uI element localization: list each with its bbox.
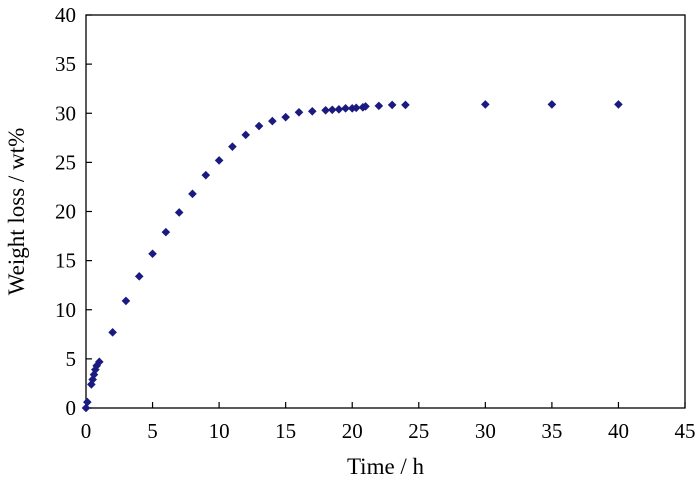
data-point bbox=[374, 101, 384, 111]
data-point bbox=[87, 380, 96, 389]
data-point bbox=[294, 107, 304, 117]
x-tick-label: 40 bbox=[608, 419, 629, 443]
data-point bbox=[88, 375, 97, 384]
plot-frame bbox=[85, 14, 686, 409]
x-tick-label: 45 bbox=[675, 419, 696, 443]
y-tick-label: 25 bbox=[55, 150, 76, 174]
data-point bbox=[201, 170, 211, 180]
data-point bbox=[481, 100, 490, 109]
data-point bbox=[341, 104, 350, 113]
data-point bbox=[134, 272, 144, 281]
data-point bbox=[108, 328, 117, 337]
data-point bbox=[361, 102, 370, 111]
data-point bbox=[307, 106, 317, 116]
data-point bbox=[83, 397, 92, 407]
y-tick-label: 35 bbox=[55, 52, 76, 76]
x-tick-label: 5 bbox=[147, 419, 158, 443]
data-point bbox=[321, 106, 330, 115]
data-point bbox=[334, 105, 344, 114]
data-point bbox=[148, 249, 157, 259]
data-point bbox=[401, 100, 410, 110]
x-tick-label: 25 bbox=[408, 419, 429, 443]
data-point bbox=[351, 103, 361, 113]
y-tick-label: 10 bbox=[55, 298, 76, 322]
y-tick-label: 15 bbox=[55, 249, 76, 273]
data-point bbox=[121, 296, 131, 306]
x-tick-label: 0 bbox=[81, 419, 92, 443]
data-point bbox=[228, 142, 237, 151]
x-axis-label: Time / h bbox=[347, 454, 425, 479]
data-point bbox=[241, 130, 251, 140]
data-point bbox=[81, 403, 91, 413]
data-point bbox=[214, 156, 224, 165]
y-tick-label: 5 bbox=[66, 347, 77, 371]
data-point bbox=[327, 105, 337, 115]
y-tick-label: 0 bbox=[66, 396, 77, 420]
data-point bbox=[387, 100, 397, 110]
data-point bbox=[268, 116, 277, 126]
x-tick-label: 10 bbox=[209, 419, 230, 443]
x-tick-label: 30 bbox=[475, 419, 496, 443]
data-point bbox=[95, 357, 104, 367]
data-points bbox=[81, 100, 623, 413]
y-axis-label: Weight loss / wt% bbox=[4, 128, 29, 295]
x-tick-label: 35 bbox=[541, 419, 562, 443]
axis-ticks bbox=[85, 14, 686, 409]
x-tick-label: 15 bbox=[275, 419, 296, 443]
data-point bbox=[254, 121, 264, 131]
data-point bbox=[161, 227, 171, 237]
y-tick-label: 40 bbox=[55, 3, 76, 27]
data-point bbox=[547, 100, 557, 109]
y-tick-label: 30 bbox=[55, 101, 76, 125]
data-point bbox=[188, 189, 197, 199]
data-point bbox=[281, 112, 290, 122]
axis-tick-labels: 0 5 10 15 20 25 30 35 40 45 0 5 10 15 20 25 30 35 40 bbox=[55, 3, 696, 443]
data-point bbox=[614, 100, 623, 109]
y-tick-label: 20 bbox=[55, 200, 76, 224]
x-tick-label: 20 bbox=[342, 419, 363, 443]
data-point bbox=[174, 208, 184, 217]
